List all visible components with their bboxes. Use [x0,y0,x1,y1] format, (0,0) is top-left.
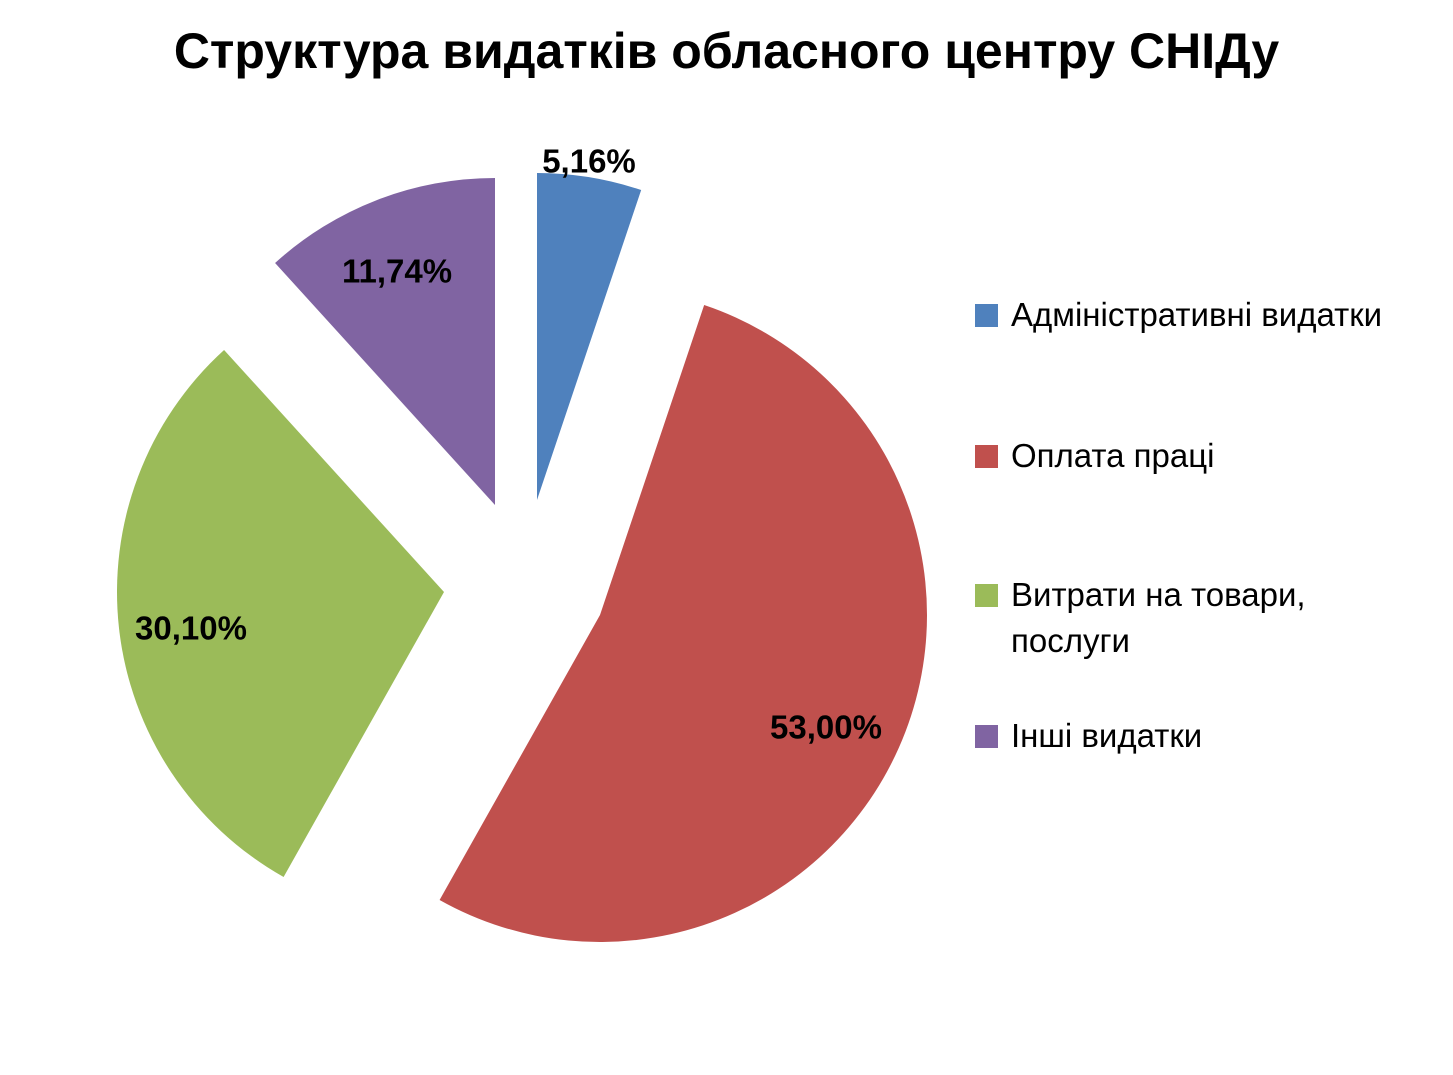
legend-label-administrative: Адміністративні видатки [1011,296,1383,333]
legend-swatch-other [975,725,998,748]
legend-swatch-goods-services [975,584,998,607]
pie-slice-salary [439,305,927,942]
legend-label-goods-services: Витрати на товари, послуги [1011,576,1306,659]
data-label-other: 11,74% [342,253,452,290]
pie-slice-other [275,178,495,505]
data-label-goods-services: 30,10% [135,610,247,647]
data-label-salary: 53,00% [770,709,882,746]
legend-swatch-salary [975,445,998,468]
chart-title: Структура видатків обласного центру СНІД… [173,23,1280,79]
pie-slice-administrative [537,173,642,500]
data-label-administrative: 5,16% [542,143,636,180]
legend-label-salary: Оплата праці [1011,437,1215,474]
pie-slice-goods-services [117,350,444,877]
legend-label-other: Інші видатки [1011,717,1203,754]
legend-swatch-administrative [975,304,998,327]
